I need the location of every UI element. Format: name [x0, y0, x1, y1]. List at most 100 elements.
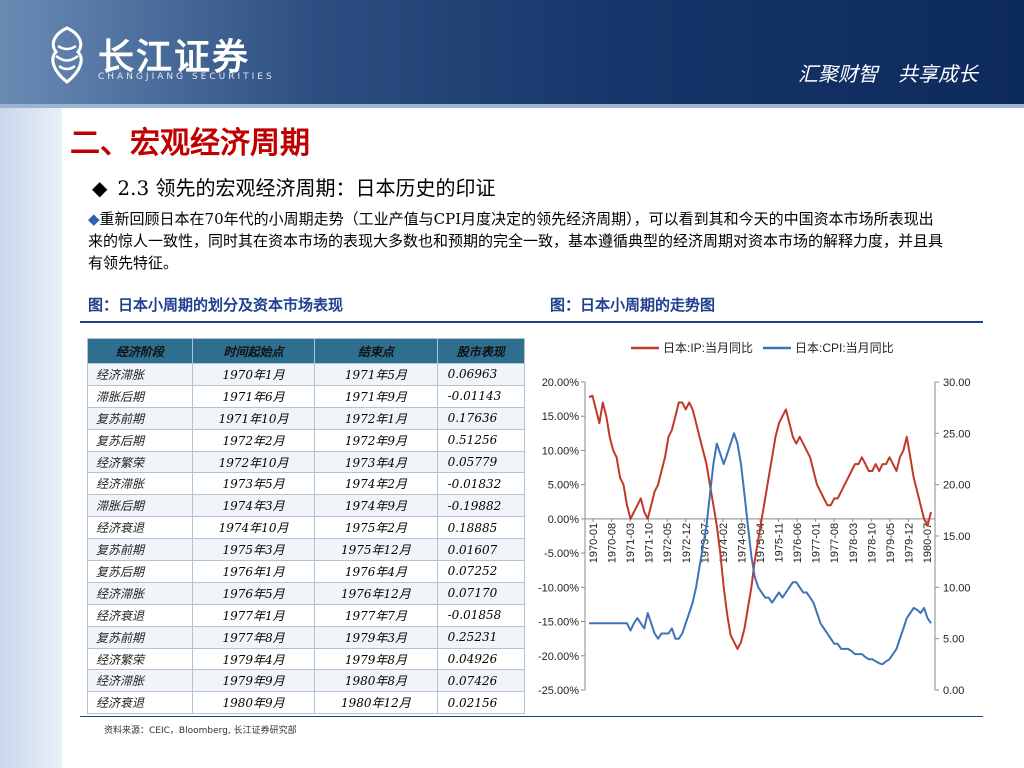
- x-tick-label: 1975-04: [755, 523, 767, 563]
- left-decor-bar: [0, 108, 62, 768]
- end-cell: 1974年9月: [314, 494, 438, 518]
- phase-cell: 经济滞胀: [87, 363, 193, 386]
- market-cell: -0.01143: [436, 384, 526, 408]
- start-cell: 1972年10月: [191, 450, 316, 474]
- x-tick-label: 1970-01: [588, 523, 600, 563]
- phase-cell: 经济衰退: [87, 516, 193, 540]
- end-cell: 1975年12月: [314, 538, 438, 562]
- right-tick-label: 20.00: [943, 480, 971, 492]
- end-cell: 1976年12月: [314, 581, 438, 605]
- right-tick-label: 15.00: [943, 531, 971, 543]
- table-header-cell: 经济阶段: [87, 338, 193, 364]
- x-tick-label: 1971-03: [625, 523, 637, 563]
- start-cell: 1977年8月: [191, 625, 316, 649]
- market-cell: 0.25231: [436, 625, 526, 649]
- end-cell: 1973年4月: [314, 450, 438, 474]
- left-tick-label: 20.00%: [542, 377, 580, 389]
- end-cell: 1979年8月: [314, 647, 438, 671]
- start-cell: 1980年9月: [191, 691, 316, 715]
- phase-cell: 复苏前期: [87, 625, 193, 649]
- start-cell: 1975年3月: [191, 538, 316, 562]
- right-tick-label: 5.00: [943, 634, 964, 646]
- subtitle: ◆ 2.3 领先的宏观经济周期：日本历史的印证: [92, 172, 496, 201]
- x-tick-label: 1975-11: [774, 523, 786, 563]
- end-cell: 1979年3月: [314, 625, 438, 649]
- left-tick-label: 5.00%: [548, 480, 579, 492]
- table-row: 经济滞胀 1979年9月 1980年8月 0.07426: [87, 669, 526, 693]
- left-tick-label: -25.00%: [538, 685, 579, 697]
- phase-cell: 滞胀后期: [87, 384, 193, 408]
- phase-cell: 复苏前期: [87, 538, 193, 562]
- start-cell: 1971年10月: [191, 406, 316, 430]
- end-cell: 1975年2月: [314, 516, 438, 540]
- logo-subtext: CHANGJIANG SECURITIES: [98, 72, 275, 82]
- start-cell: 1971年6月: [191, 384, 316, 408]
- left-tick-label: -10.00%: [538, 582, 579, 594]
- market-cell: 0.02156: [436, 691, 526, 715]
- legend-label-ip: 日本:IP:当月同比: [663, 341, 753, 355]
- phase-cell: 复苏后期: [87, 428, 193, 452]
- table-row: 复苏后期 1976年1月 1976年4月 0.07252: [87, 560, 526, 583]
- market-cell: -0.01858: [436, 603, 526, 627]
- trend-chart: 20.00% 15.00% 10.00% 5.00% 0.00% -5.00% -10.00…: [535, 330, 983, 710]
- ip-series-line: [588, 394, 932, 650]
- paragraph-text: 重新回顾日本在70年代的小周期走势（工业产值与CPI月度决定的领先经济周期），可…: [88, 210, 944, 272]
- x-tick-label: 1970-08: [607, 523, 619, 563]
- x-tick-label: 1978-03: [848, 523, 860, 563]
- market-cell: 0.18885: [436, 516, 526, 540]
- table-row: 复苏前期 1977年8月 1979年3月 0.25231: [87, 625, 526, 649]
- table-row: 经济滞胀 1976年5月 1976年12月 0.07170: [87, 581, 526, 605]
- phase-cell: 经济滞胀: [87, 581, 193, 605]
- x-tick-label: 1972-05: [662, 523, 674, 563]
- start-cell: 1977年1月: [191, 603, 316, 627]
- legend-label-cpi: 日本:CPI:当月同比: [795, 341, 894, 355]
- phase-cell: 滞胀后期: [87, 494, 193, 518]
- table-header-cell: 结束点: [314, 338, 438, 364]
- end-cell: 1971年9月: [314, 384, 438, 408]
- x-tick-label: 1980-07: [922, 523, 934, 563]
- market-cell: 0.17636: [436, 406, 526, 430]
- table-row: 经济衰退 1980年9月 1980年12月 0.02156: [87, 691, 526, 715]
- source-note: 资料来源：CEIC，Bloomberg, 长江证券研究部: [104, 726, 297, 736]
- table-row: 经济衰退 1977年1月 1977年7月 -0.01858: [87, 603, 526, 627]
- left-tick-label: 10.00%: [542, 445, 580, 457]
- x-tick-label: 1977-08: [829, 523, 841, 563]
- start-cell: 1974年3月: [191, 494, 316, 518]
- header-strip: [0, 104, 1024, 108]
- market-cell: 0.51256: [436, 428, 526, 452]
- right-tick-label: 25.00: [943, 428, 971, 440]
- subtitle-bullet: ◆: [92, 176, 108, 200]
- market-cell: 0.07170: [436, 581, 526, 605]
- phase-cell: 经济衰退: [87, 691, 193, 715]
- table-row: 滞胀后期 1971年6月 1971年9月 -0.01143: [87, 384, 526, 408]
- table-row: 经济滞胀 1970年1月 1971年5月 0.06963: [87, 363, 526, 386]
- table-header-row: 经济阶段 时间起始点 结束点 股市表现: [87, 338, 526, 364]
- market-cell: 0.07426: [436, 669, 526, 693]
- end-cell: 1974年2月: [314, 472, 438, 496]
- end-cell: 1976年4月: [314, 560, 438, 583]
- x-tick-label: 1971-10: [644, 523, 656, 563]
- logo-icon: [51, 26, 83, 84]
- table-row: 经济繁荣 1972年10月 1973年4月 0.05779: [87, 450, 526, 474]
- end-cell: 1972年1月: [314, 406, 438, 430]
- trend-chart-svg: 20.00% 15.00% 10.00% 5.00% 0.00% -5.00% -10.00…: [538, 341, 971, 697]
- x-tick-label: 1974-09: [736, 523, 748, 563]
- end-cell: 1980年12月: [314, 691, 438, 715]
- table-row: 经济繁荣 1979年4月 1979年8月 0.04926: [87, 647, 526, 671]
- subtitle-text: 2.3 领先的宏观经济周期：日本历史的印证: [117, 176, 496, 200]
- x-tick-label: 1977-01: [811, 523, 823, 563]
- table-header-cell: 时间起始点: [191, 338, 316, 364]
- caption-left: 图：日本小周期的划分及资本市场表现: [88, 296, 344, 314]
- x-tick-label: 1979-12: [903, 523, 915, 563]
- left-tick-label: -20.00%: [538, 651, 579, 663]
- start-cell: 1979年4月: [191, 647, 316, 671]
- header-bar: [0, 0, 1024, 108]
- end-cell: 1972年9月: [314, 428, 438, 452]
- phase-cell: 复苏后期: [87, 560, 193, 583]
- table-row: 经济滞胀 1973年5月 1974年2月 -0.01832: [87, 472, 526, 496]
- paragraph-bullet: ◆: [88, 210, 100, 228]
- table-row: 复苏前期 1975年3月 1975年12月 0.01607: [87, 538, 526, 562]
- x-tick-label: 1979-05: [885, 523, 897, 563]
- caption-rule: [80, 321, 983, 323]
- phase-cell: 经济滞胀: [87, 669, 193, 693]
